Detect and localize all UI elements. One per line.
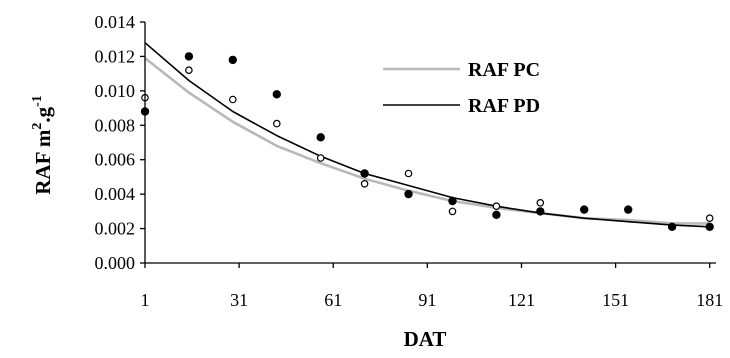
- series-line-1: [144, 42, 710, 228]
- point-open: [448, 207, 457, 216]
- y-axis-title-exp2: -1: [30, 95, 45, 107]
- axes: [140, 21, 716, 268]
- point-open: [492, 202, 501, 211]
- y-tick-label: 0.010: [95, 81, 136, 101]
- x-tick-label: 91: [418, 290, 436, 310]
- point-open: [536, 199, 545, 207]
- y-tick-label: 0.006: [95, 150, 136, 170]
- x-tick-label: 181: [696, 290, 723, 310]
- point-filled: [272, 90, 281, 99]
- point-filled: [536, 207, 545, 216]
- y-axis-title: RAF m2.g-1: [30, 95, 55, 195]
- point-filled: [667, 222, 677, 231]
- point-filled: [360, 169, 369, 178]
- y-axis-title-exp1: 2: [30, 123, 45, 130]
- y-axis-title-prefix: RAF m: [31, 129, 55, 195]
- y-tick-label: 0.000: [95, 253, 136, 273]
- point-open: [360, 180, 369, 188]
- data-points: [140, 52, 714, 231]
- point-filled: [705, 222, 714, 231]
- x-tick-label: 61: [324, 290, 342, 310]
- x-tick-label: 31: [230, 290, 248, 310]
- x-axis-title: DAT: [404, 327, 447, 351]
- x-tick-label: 121: [508, 290, 535, 310]
- fit-lines: [144, 42, 710, 228]
- point-open: [404, 169, 413, 178]
- y-tick-label: 0.002: [95, 219, 136, 239]
- point-filled: [316, 133, 325, 142]
- point-filled: [580, 205, 589, 214]
- legend: RAF PC RAF PD: [383, 59, 540, 117]
- point-open: [316, 154, 325, 162]
- legend-label: RAF PC: [468, 59, 540, 81]
- point-filled: [228, 55, 237, 65]
- series-line-0: [144, 57, 710, 225]
- point-open: [705, 214, 714, 223]
- x-tick-label: 1: [141, 290, 150, 310]
- y-tick-label: 0.004: [95, 184, 136, 204]
- y-tick-label: 0.014: [95, 12, 136, 32]
- point-open: [229, 95, 237, 104]
- y-tick-label: 0.008: [95, 115, 136, 135]
- point-filled: [624, 205, 633, 214]
- y-axis-title-mid: .g: [31, 106, 55, 122]
- y-tick-label: 0.012: [95, 46, 136, 66]
- point-filled: [448, 196, 457, 206]
- point-filled: [184, 52, 194, 61]
- x-tick-label: 151: [602, 290, 629, 310]
- tick-labels: 0.000 0.002 0.004 0.006 0.008 0.010 0.012 0.014…: [95, 12, 724, 310]
- point-open: [272, 119, 281, 128]
- point-filled: [492, 210, 501, 219]
- point-open: [185, 66, 193, 75]
- legend-label: RAF PD: [468, 95, 540, 117]
- point-filled: [404, 189, 413, 199]
